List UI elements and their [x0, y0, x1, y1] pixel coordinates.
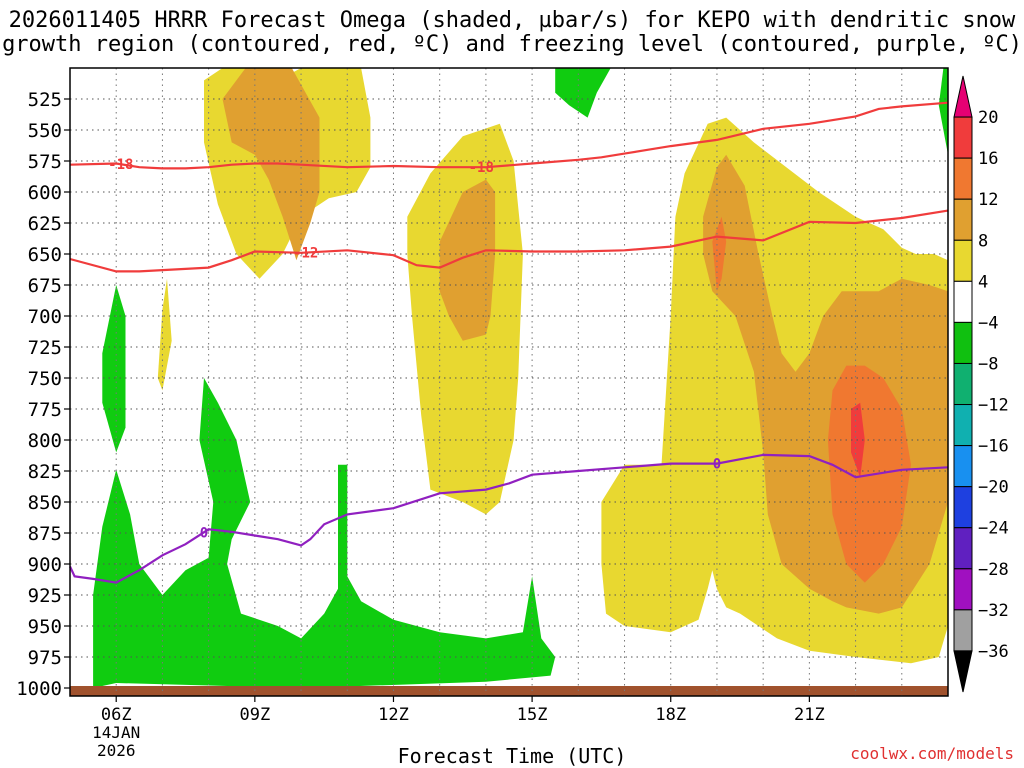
- chart-title-line2: growth region (contoured, red, ºC) and f…: [2, 32, 1022, 57]
- chart-title-line1: 2026011405 HRRR Forecast Omega (shaded, …: [8, 8, 1016, 33]
- y-tick-label-775: 775: [28, 399, 62, 421]
- x-tick-label-5: 21Z: [794, 705, 825, 725]
- omega-shading: [93, 68, 948, 688]
- colorbar-label-1: 16: [978, 149, 998, 169]
- y-tick-label-900: 900: [28, 554, 62, 576]
- shade-green-0: [93, 378, 556, 688]
- y-tick-label-650: 650: [28, 244, 62, 266]
- y-tick-label-750: 750: [28, 368, 62, 390]
- colorbar-label-3: 8: [978, 231, 988, 251]
- colorbar-label-2: 12: [978, 190, 998, 210]
- y-axis: 525 550 575 600 625 650 675 700 725 750 775 800 825 8…: [16, 89, 70, 700]
- shade-yellow-4: [157, 278, 172, 391]
- colorbar-segment-2: [953, 157, 973, 200]
- colorbar-segment-11: [953, 527, 973, 570]
- y-tick-label-725: 725: [28, 337, 62, 359]
- grid-lines: [70, 68, 948, 696]
- y-tick-label-975: 975: [28, 647, 62, 669]
- colorbar-label-4: 4: [978, 272, 988, 292]
- colorbar-segment-10: [953, 486, 973, 529]
- shade-orange-9: [439, 179, 496, 341]
- colorbar-segment-13: [953, 609, 973, 652]
- y-tick-label-575: 575: [28, 151, 62, 173]
- colorbar-label-8: −16: [978, 437, 1009, 457]
- x-tick-label-2: 12Z: [378, 705, 409, 725]
- contour-label-0-1: -18: [469, 160, 494, 176]
- colorbar-segment-5: [953, 280, 973, 323]
- colorbar: 20 16 12 8 4 −4 −8 −12 −16 −20 −24 −28 −32 −36: [953, 75, 1009, 693]
- colorbar-label-13: −36: [978, 642, 1009, 662]
- shade-green-3: [938, 68, 948, 155]
- x-tick-label-0: 06Z: [101, 705, 132, 725]
- colorbar-label-9: −20: [978, 478, 1009, 498]
- colorbar-bottom-arrow: [953, 650, 973, 693]
- y-tick-label-625: 625: [28, 213, 62, 235]
- temperature-contours: -18 -18 -12 0 0: [69, 101, 949, 584]
- x-tick-label-3: 15Z: [517, 705, 548, 725]
- colorbar-label-12: −32: [978, 601, 1009, 621]
- colorbar-top-arrow: [953, 75, 973, 118]
- contour-label-0-0: -18: [108, 157, 133, 173]
- contour-label-1-0: -12: [293, 246, 318, 262]
- colorbar-segment-7: [953, 362, 973, 406]
- shade-green-2: [555, 68, 611, 118]
- y-tick-label-875: 875: [28, 523, 62, 545]
- contour-line-2: [69, 453, 949, 584]
- plot-frame: [69, 67, 949, 697]
- x-tick-sublabel-date: 14JAN: [92, 723, 140, 742]
- colorbar-label-6: −8: [978, 354, 998, 374]
- colorbar-segment-3: [953, 198, 973, 241]
- x-tick-label-4: 18Z: [655, 705, 686, 725]
- colorbar-segment-12: [953, 568, 973, 611]
- contour-label-2-1: 0: [713, 457, 721, 473]
- y-tick-label-700: 700: [28, 306, 62, 328]
- credit-link[interactable]: coolwx.com/models: [850, 744, 1014, 763]
- y-tick-label-675: 675: [28, 275, 62, 297]
- colorbar-label-7: −12: [978, 396, 1009, 416]
- contour-line-1: [69, 209, 949, 273]
- colorbar-label-0: 20: [978, 108, 998, 128]
- contour-line-0: [69, 101, 949, 170]
- colorbar-label-10: −24: [978, 519, 1009, 539]
- x-axis-title: Forecast Time (UTC): [397, 744, 627, 768]
- colorbar-segment-9: [953, 445, 973, 488]
- colorbar-label-5: −4: [978, 313, 998, 333]
- y-tick-label-950: 950: [28, 616, 62, 638]
- y-tick-label-800: 800: [28, 430, 62, 452]
- contour-label-2-0: 0: [200, 525, 208, 541]
- shade-green-1: [102, 285, 126, 453]
- colorbar-segment-1: [953, 116, 973, 159]
- colorbar-segment-4: [953, 239, 973, 282]
- y-tick-label-550: 550: [28, 120, 62, 142]
- x-tick-label-1: 09Z: [239, 705, 270, 725]
- colorbar-label-11: −28: [978, 560, 1009, 580]
- y-tick-label-825: 825: [28, 461, 62, 483]
- y-tick-label-525: 525: [28, 89, 62, 111]
- colorbar-segment-8: [953, 404, 973, 447]
- x-tick-sublabel-year: 2026: [97, 741, 136, 760]
- y-tick-label-850: 850: [28, 492, 62, 514]
- y-tick-label-925: 925: [28, 585, 62, 607]
- y-tick-label-1000: 1000: [16, 678, 62, 700]
- y-tick-label-600: 600: [28, 182, 62, 204]
- colorbar-segment-6: [953, 321, 973, 364]
- ground-bar: [70, 686, 948, 696]
